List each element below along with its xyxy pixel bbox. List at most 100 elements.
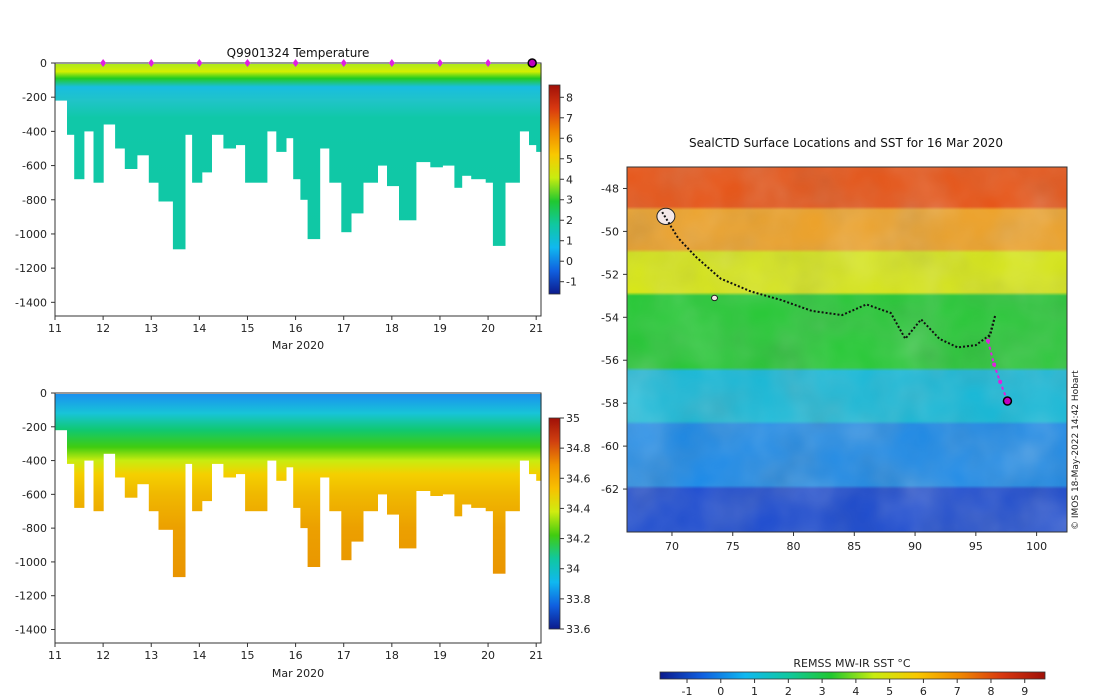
profile-column	[329, 64, 342, 183]
salinity-y-axis: 0 -200 -400 -600 -800 -1000 -1200 -1400	[15, 387, 55, 636]
profile-column	[485, 64, 494, 183]
y-tick-label: -400	[22, 455, 47, 468]
x-tick-label: 19	[433, 649, 447, 662]
profile-column	[504, 394, 520, 512]
profile-column	[201, 64, 212, 173]
colorbar-tick-label: 3	[819, 685, 826, 698]
salinity-x-axis: 11 12 13 14 15 16 17 18 19 20 21	[48, 643, 543, 662]
profile-column	[485, 394, 494, 512]
x-tick-label: 18	[385, 322, 399, 335]
profile-column	[492, 64, 506, 246]
recent-track-point	[998, 379, 1003, 384]
profile-column	[74, 64, 85, 180]
profile-column	[519, 394, 530, 461]
profile-column	[399, 394, 417, 549]
profile-column	[136, 394, 150, 485]
salinity-plot-border	[54, 392, 542, 644]
colorbar-tick-label: 5	[886, 685, 893, 698]
colorbar-tick-label: 8	[566, 91, 573, 104]
profile-column	[148, 64, 159, 183]
profile-column	[536, 64, 542, 152]
profile-column	[415, 394, 431, 491]
profile-column	[492, 394, 506, 574]
copyright-credit: © IMOS 18-May-2022 14:42 Hobart	[1071, 370, 1081, 530]
colorbar-tick-label: 34.6	[566, 472, 591, 485]
profile-column	[471, 394, 487, 508]
profile-column	[504, 64, 520, 183]
profile-column	[363, 64, 378, 183]
y-tick-label: -200	[22, 91, 47, 104]
y-tick-label: 0	[40, 57, 47, 70]
profile-column	[307, 394, 321, 567]
profile-column	[245, 64, 268, 183]
profile-column	[245, 394, 268, 512]
profile-column	[158, 64, 174, 202]
x-tick-label: 90	[908, 540, 922, 553]
x-tick-label: 17	[337, 649, 351, 662]
colorbar-tick-label: 34	[566, 563, 580, 576]
profile-column	[471, 64, 487, 180]
profile-column	[442, 394, 455, 495]
x-tick-label: 21	[529, 322, 543, 335]
y-tick-label: -54	[601, 311, 619, 324]
colorbar-tick-label: 0	[717, 685, 724, 698]
surface-marker-current	[527, 58, 537, 68]
y-tick-label: -56	[601, 354, 619, 367]
y-tick-label: -1200	[15, 590, 47, 603]
x-tick-label: 12	[96, 649, 110, 662]
surface-marker	[485, 59, 492, 67]
profile-column	[536, 394, 542, 481]
colorbar-tick-label: 34.2	[566, 533, 591, 546]
profile-column	[286, 394, 294, 468]
y-tick-label: -200	[22, 421, 47, 434]
island-heard	[711, 294, 719, 302]
recent-track-point	[992, 362, 997, 367]
y-tick-label: -58	[601, 397, 619, 410]
x-tick-label: 13	[144, 322, 158, 335]
colorbar-tick-label: -1	[566, 276, 577, 289]
map-longitude-axis: 70 75 80 85 90 95 100	[665, 532, 1047, 553]
x-tick-label: 19	[433, 322, 447, 335]
profile-column	[454, 64, 463, 188]
y-tick-label: -800	[22, 194, 47, 207]
colorbar-tick-label: 34.8	[566, 442, 591, 455]
x-tick-label: 15	[240, 322, 254, 335]
profile-column	[442, 64, 455, 166]
x-tick-label: 16	[289, 649, 303, 662]
profile-column	[74, 394, 85, 508]
profile-column	[184, 394, 193, 464]
profile-column	[83, 394, 95, 461]
x-tick-label: 11	[48, 322, 62, 335]
y-tick-label: -52	[601, 268, 619, 281]
surface-marker	[148, 59, 155, 67]
colorbar-tick-label: 6	[566, 132, 573, 145]
colorbar-tick-label: 2	[566, 214, 573, 227]
y-tick-label: -1400	[15, 296, 47, 309]
surface-marker	[244, 59, 251, 67]
profile-column	[430, 64, 443, 168]
profile-column	[307, 64, 321, 240]
colorbar-tick-label: 8	[987, 685, 994, 698]
profile-column	[350, 64, 364, 214]
colorbar-tick-label: 33.6	[566, 623, 591, 636]
y-tick-label: -400	[22, 125, 47, 138]
x-tick-label: 70	[665, 540, 679, 553]
profile-column	[266, 64, 277, 132]
x-tick-label: 20	[481, 322, 495, 335]
colorbar-tick-label: 4	[566, 173, 573, 186]
profile-column	[124, 64, 138, 169]
sst-colorbar	[659, 671, 1046, 680]
y-tick-label: -600	[22, 160, 47, 173]
profile-column	[223, 64, 236, 149]
profile-column	[350, 394, 364, 542]
profile-column	[55, 64, 68, 101]
map-border	[626, 166, 1068, 533]
current-position-marker	[1002, 396, 1013, 406]
profile-column	[377, 394, 388, 495]
profile-column	[103, 64, 116, 125]
profile-column	[172, 64, 186, 250]
salinity-colorbar	[548, 417, 561, 630]
salinity-profiles	[55, 394, 542, 578]
y-tick-label: -1400	[15, 623, 47, 636]
sst-colorbar-ticks: -1 0 1 2 3 4 5 6 7 8 9	[682, 679, 1028, 698]
